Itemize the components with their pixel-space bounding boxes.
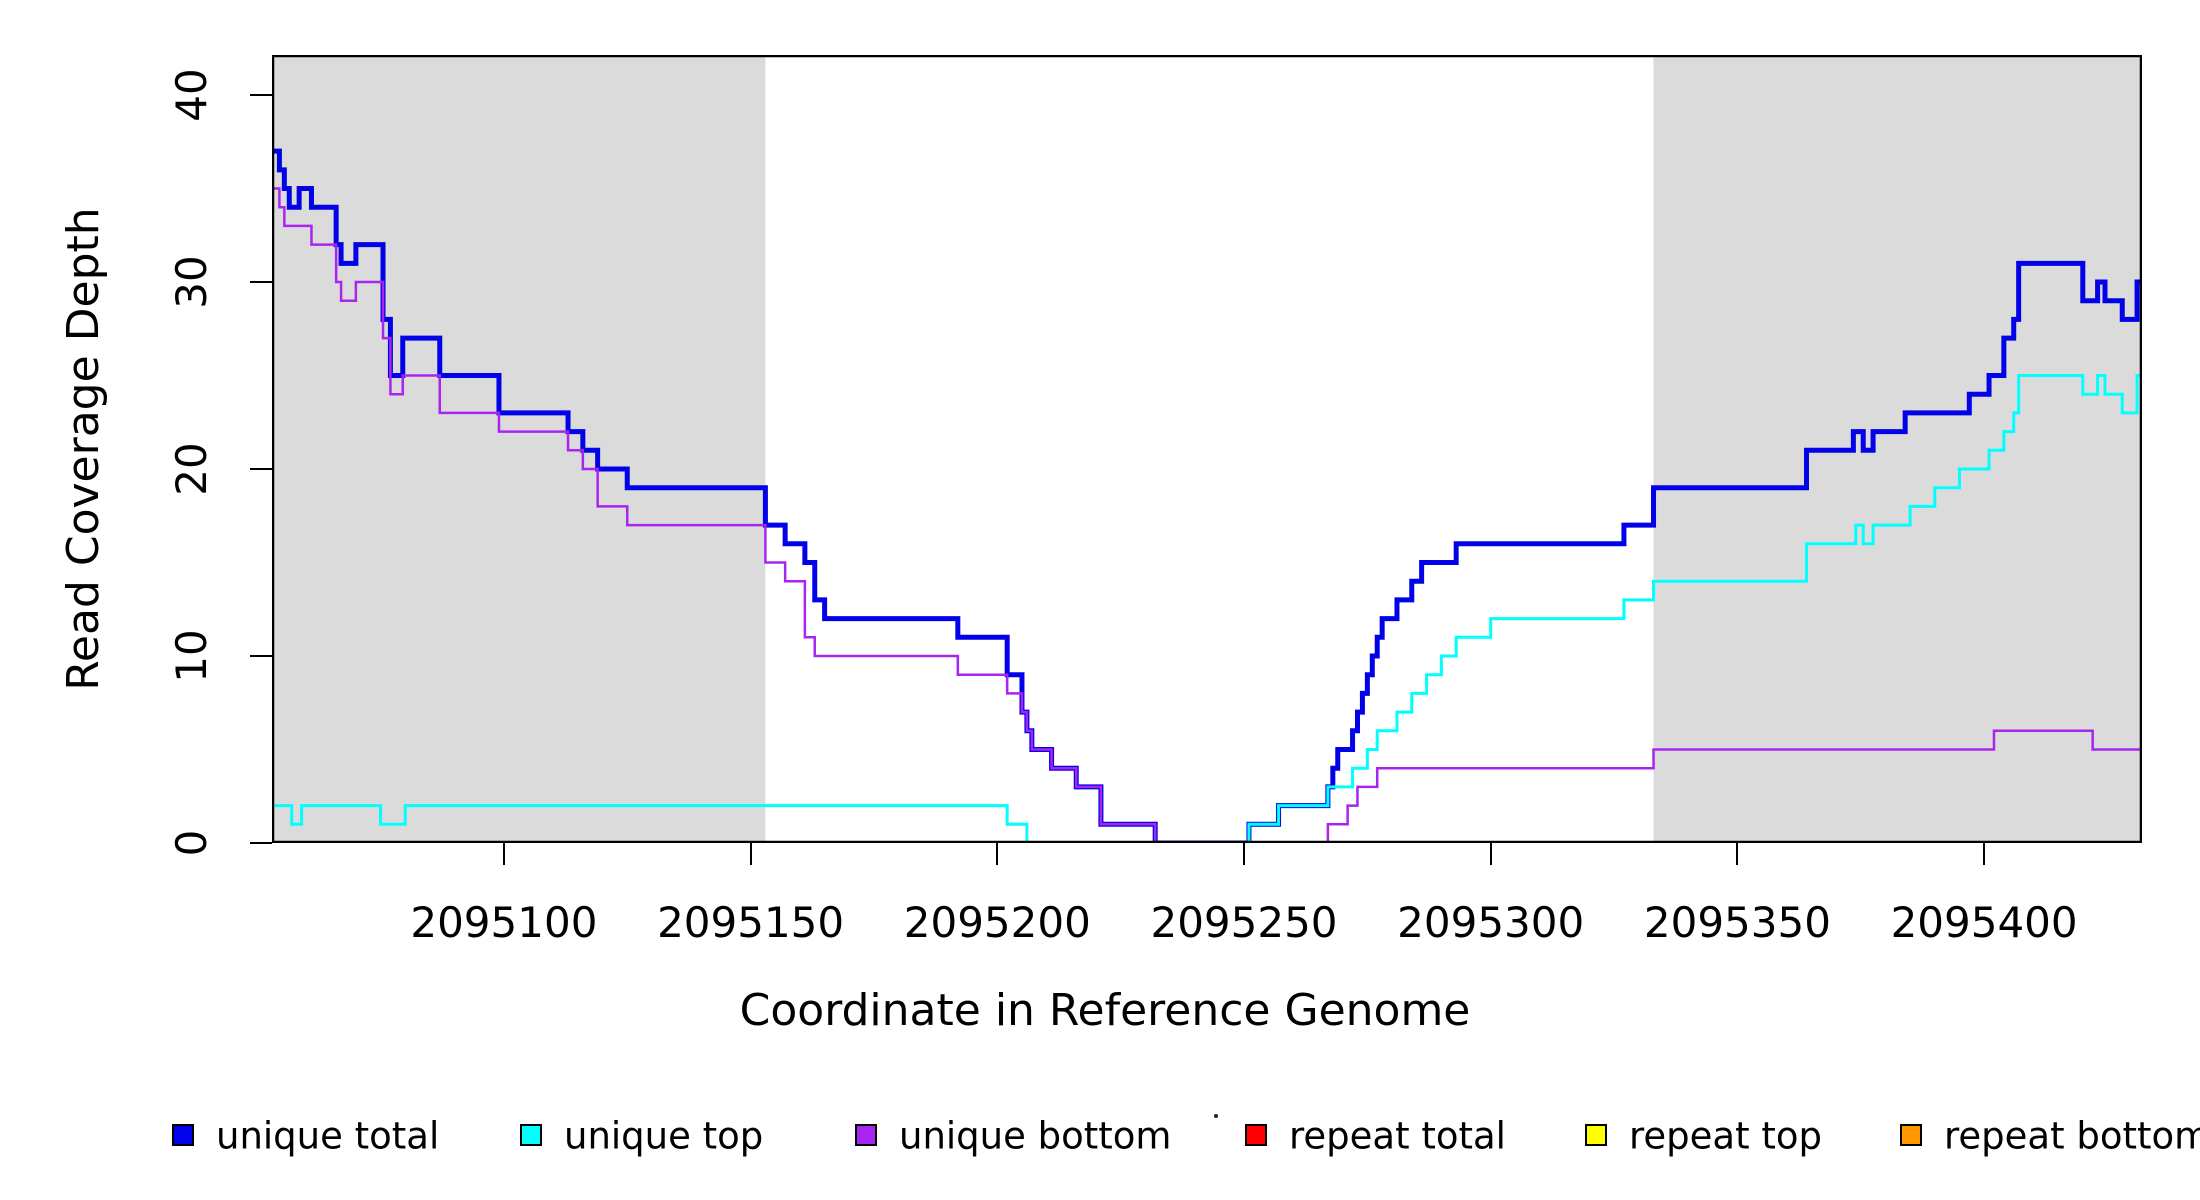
y-tick-label-40: 40	[167, 68, 216, 122]
y-tick-mark	[250, 655, 272, 657]
legend-label-repeat-bottom: repeat bottom	[1944, 1114, 2200, 1158]
y-tick-label-10: 10	[167, 629, 216, 683]
x-tick-label-2095100: 2095100	[410, 898, 598, 947]
x-tick-mark	[1243, 843, 1245, 865]
x-tick-mark	[502, 843, 505, 865]
y-axis-title: Read Coverage Depth	[58, 207, 109, 691]
x-tick-label-2095350: 2095350	[1643, 898, 1831, 947]
legend-label-unique-bottom: unique bottom	[899, 1114, 1172, 1158]
stray-dot-mark	[1214, 1114, 1218, 1118]
repeat-region-shading-0	[272, 55, 766, 843]
x-tick-mark	[1489, 843, 1492, 865]
legend-swatch-unique-top	[520, 1124, 542, 1146]
y-tick-mark	[250, 468, 272, 470]
legend-label-repeat-top: repeat top	[1629, 1114, 1822, 1158]
x-tick-label-2095150: 2095150	[657, 898, 845, 947]
y-tick-label-30: 30	[167, 255, 216, 309]
x-tick-mark	[996, 843, 999, 865]
series-unique-bottom	[272, 187, 2142, 843]
legend-swatch-repeat-total	[1245, 1124, 1267, 1146]
y-tick-label-0: 0	[167, 829, 216, 857]
x-tick-label-2095300: 2095300	[1397, 898, 1585, 947]
legend-label-unique-top: unique top	[564, 1114, 764, 1158]
legend-swatch-unique-bottom	[855, 1124, 877, 1146]
y-tick-mark	[250, 842, 272, 844]
x-tick-label-2095250: 2095250	[1150, 898, 1338, 947]
y-tick-label-20: 20	[167, 442, 216, 496]
legend-swatch-repeat-bottom	[1900, 1124, 1922, 1146]
legend-label-repeat-total: repeat total	[1289, 1114, 1506, 1158]
legend-swatch-unique-total	[172, 1124, 194, 1146]
y-tick-mark	[250, 94, 272, 97]
plot-border	[272, 55, 2142, 843]
x-tick-label-2095200: 2095200	[903, 898, 1091, 947]
x-tick-label-2095400: 2095400	[1890, 898, 2078, 947]
legend-swatch-repeat-top	[1585, 1124, 1607, 1146]
plot-area	[272, 55, 2142, 843]
repeat-region-shading-1	[1653, 55, 2142, 843]
y-tick-mark	[250, 281, 272, 283]
x-tick-mark	[749, 843, 752, 865]
x-tick-mark	[1983, 843, 1986, 865]
x-axis-title: Coordinate in Reference Genome	[739, 985, 1471, 1036]
legend-label-unique-total: unique total	[216, 1114, 440, 1158]
x-tick-mark	[1736, 843, 1739, 865]
series-unique-top	[272, 374, 2142, 843]
